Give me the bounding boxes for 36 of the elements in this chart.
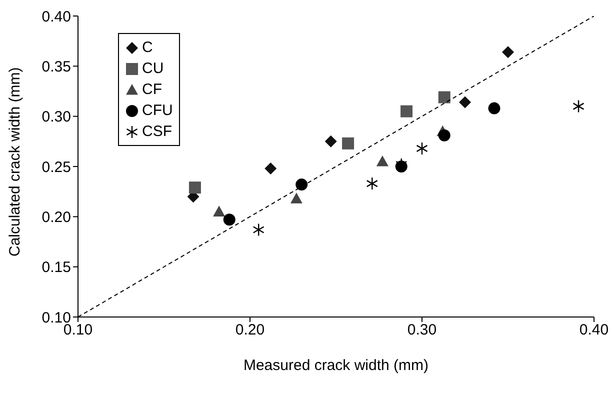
point	[342, 137, 354, 150]
x-tick-label: 0.40	[579, 322, 609, 339]
y-axis-title: Calculated crack width (mm)	[6, 67, 24, 256]
point	[438, 91, 450, 104]
y-tick-label: 0.35	[42, 58, 71, 76]
point	[400, 105, 413, 118]
point	[213, 206, 226, 216]
point	[324, 135, 337, 148]
point	[264, 162, 277, 175]
point	[252, 223, 264, 236]
legend-label: CFU	[142, 102, 173, 119]
x-tick-label: 0.10	[63, 322, 93, 339]
legend-label: CSF	[142, 123, 172, 140]
legend-label: CU	[142, 60, 164, 77]
legend-label: CF	[142, 81, 162, 98]
y-tick-label: 0.40	[42, 8, 71, 26]
point	[488, 102, 500, 114]
legend-label: C	[142, 39, 153, 56]
y-tick-label: 0.15	[42, 259, 71, 276]
point	[366, 176, 378, 190]
point	[223, 214, 236, 226]
y-tick-label: 0.30	[42, 108, 71, 126]
x-axis-title: Measured crack width (mm)	[243, 357, 429, 374]
point	[572, 100, 584, 113]
point	[296, 178, 308, 191]
point	[502, 46, 514, 58]
x-tick-label: 0.20	[235, 322, 265, 339]
x-tick-label: 0.30	[407, 322, 437, 339]
point	[459, 96, 471, 108]
y-tick-label: 0.20	[42, 208, 71, 226]
y-tick-label: 0.25	[42, 158, 71, 176]
point	[188, 182, 201, 194]
point	[416, 142, 428, 156]
point	[290, 192, 302, 204]
point	[438, 129, 450, 142]
point	[376, 155, 388, 166]
